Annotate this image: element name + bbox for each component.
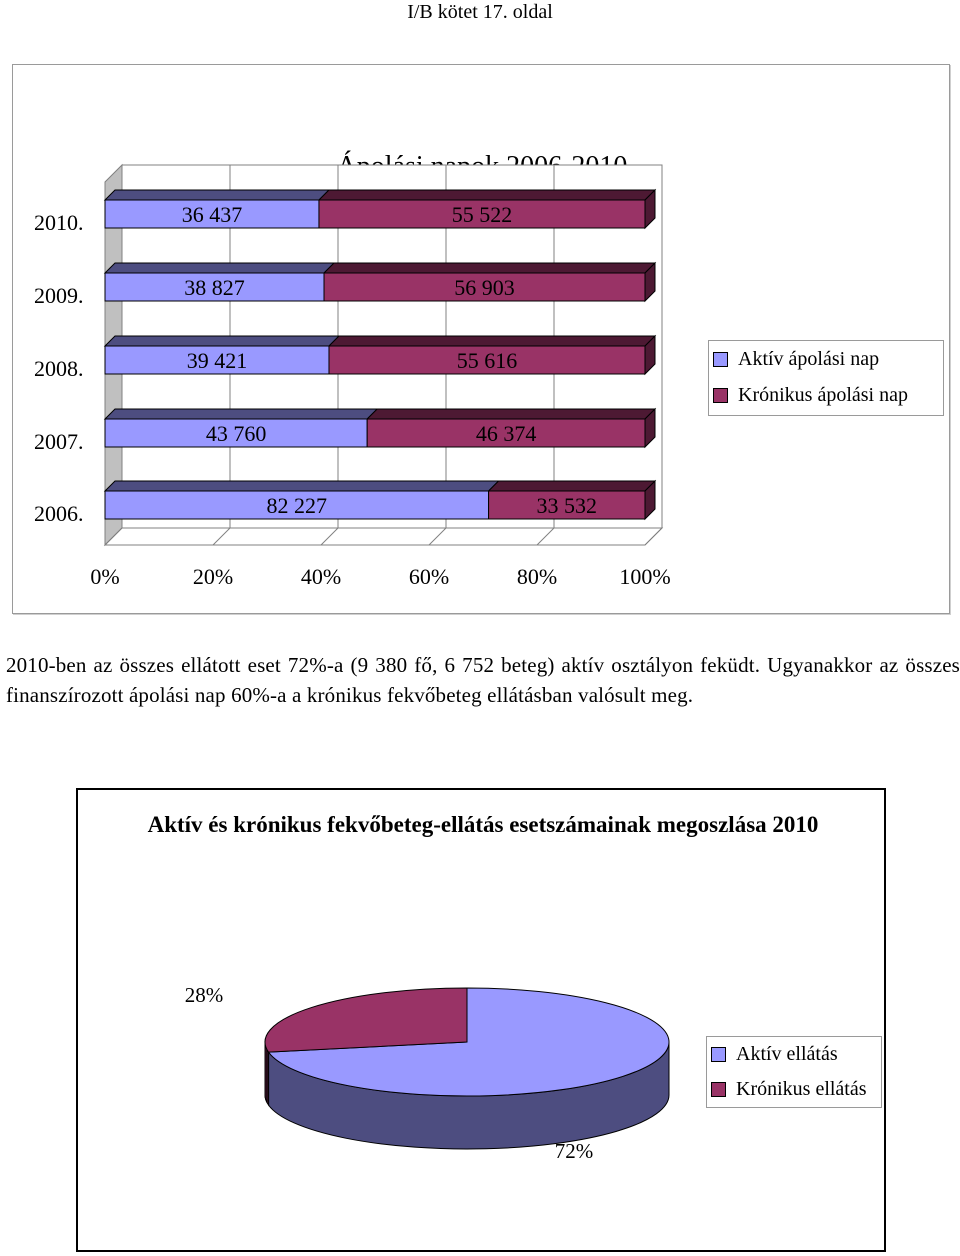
legend-label: Krónikus ellátás <box>736 1078 867 1100</box>
bar-segment <box>104 490 490 520</box>
bar-top-face <box>322 262 657 274</box>
pie-chart: 72% 28% <box>185 983 670 1163</box>
bar-top-face <box>487 480 657 492</box>
bar-value-label: 56 903 <box>454 275 515 300</box>
floor-gridline <box>428 527 447 546</box>
bar-segment <box>323 272 646 302</box>
legend-label: Krónikus ápolási nap <box>738 384 908 406</box>
floor-gridline <box>104 527 123 546</box>
legend-swatch-kronikus <box>713 387 728 403</box>
bar-value-label: 33 532 <box>537 493 598 518</box>
x-tick-label: 0% <box>90 564 119 589</box>
bar-segment <box>366 418 646 448</box>
pie-chart-title: Aktív és krónikus fekvőbeteg-ellátás ese… <box>147 812 819 837</box>
pie-value-label: 72% <box>555 1139 594 1163</box>
x-tick-label: 100% <box>619 564 670 589</box>
bar-value-label: 36 437 <box>182 202 243 227</box>
bar-top-face <box>103 189 331 201</box>
bar-end-face <box>644 479 656 521</box>
x-tick-label: 60% <box>409 564 449 589</box>
plot-floor <box>103 527 664 546</box>
legend-label: Aktív ápolási nap <box>738 348 880 370</box>
category-label: 2009. <box>34 283 84 308</box>
bar-top-face <box>327 335 657 347</box>
legend-item-kronikus-ellatas: Krónikus ellátás <box>711 1072 875 1107</box>
pie-chart-legend: Aktív ellátás Krónikus ellátás <box>706 1036 882 1108</box>
bar-segment <box>488 490 646 520</box>
category-label: 2008. <box>34 356 84 381</box>
x-tick-label: 80% <box>517 564 557 589</box>
category-label: 2010. <box>34 210 84 235</box>
bar-segment <box>104 199 320 229</box>
bar-chart: 0% 20% 40% 60% 80% 100% 36 437 55 522 2010. 38 82… <box>34 163 671 589</box>
pie-chart-frame: Aktív és krónikus fekvőbeteg-ellátás ese… <box>76 788 886 1252</box>
floor-gridline <box>644 527 663 546</box>
x-tick-label: 20% <box>193 564 233 589</box>
category-label: 2006. <box>34 501 84 526</box>
legend-label: Aktív ellátás <box>736 1043 838 1065</box>
bar-value-label: 55 616 <box>457 348 518 373</box>
legend-item-aktiv-ellatas: Aktív ellátás <box>711 1037 875 1072</box>
legend-swatch-aktiv <box>713 351 728 367</box>
bar-top-face <box>317 189 657 201</box>
pie-slice-kronikus <box>264 987 468 1053</box>
legend-item-aktiv-apolasi-nap: Aktív ápolási nap <box>713 341 937 377</box>
pie-slice-side <box>264 1041 268 1103</box>
legend-item-kronikus-apolasi-nap: Krónikus ápolási nap <box>713 377 937 413</box>
x-tick-label: 40% <box>301 564 341 589</box>
legend-swatch-aktiv <box>711 1047 726 1062</box>
bar-top-face <box>365 408 657 420</box>
page-header: I/B kötet 17. oldal <box>407 1 553 23</box>
bar-end-face <box>644 261 656 303</box>
bar-value-label: 43 760 <box>206 421 267 446</box>
bar-segment <box>318 199 646 229</box>
bar-value-label: 38 827 <box>184 275 245 300</box>
bar-end-face <box>644 334 656 376</box>
bar-top-face <box>103 408 379 420</box>
legend-swatch-kronikus <box>711 1082 726 1097</box>
bar-end-face <box>644 188 656 230</box>
pie-slice-aktiv <box>267 987 670 1097</box>
floor-gridline <box>212 527 231 546</box>
bar-chart-legend: Aktív ápolási nap Krónikus ápolási nap <box>708 340 944 416</box>
pie-value-label: 28% <box>185 983 224 1007</box>
bar-top-face <box>103 262 336 274</box>
category-label: 2007. <box>34 429 84 454</box>
bar-value-label: 46 374 <box>476 421 537 446</box>
bar-segment <box>328 345 646 375</box>
floor-gridline <box>536 527 555 546</box>
bar-value-label: 82 227 <box>267 493 328 518</box>
bar-value-label: 55 522 <box>452 202 513 227</box>
floor-gridline <box>320 527 339 546</box>
bar-end-face <box>644 407 656 449</box>
bar-top-face <box>103 480 500 492</box>
body-paragraph: 2010-ben az összes ellátott eset 72%-a (… <box>6 653 960 707</box>
bar-value-label: 39 421 <box>187 348 248 373</box>
bar-segment <box>104 418 368 448</box>
bar-top-face <box>103 335 341 347</box>
